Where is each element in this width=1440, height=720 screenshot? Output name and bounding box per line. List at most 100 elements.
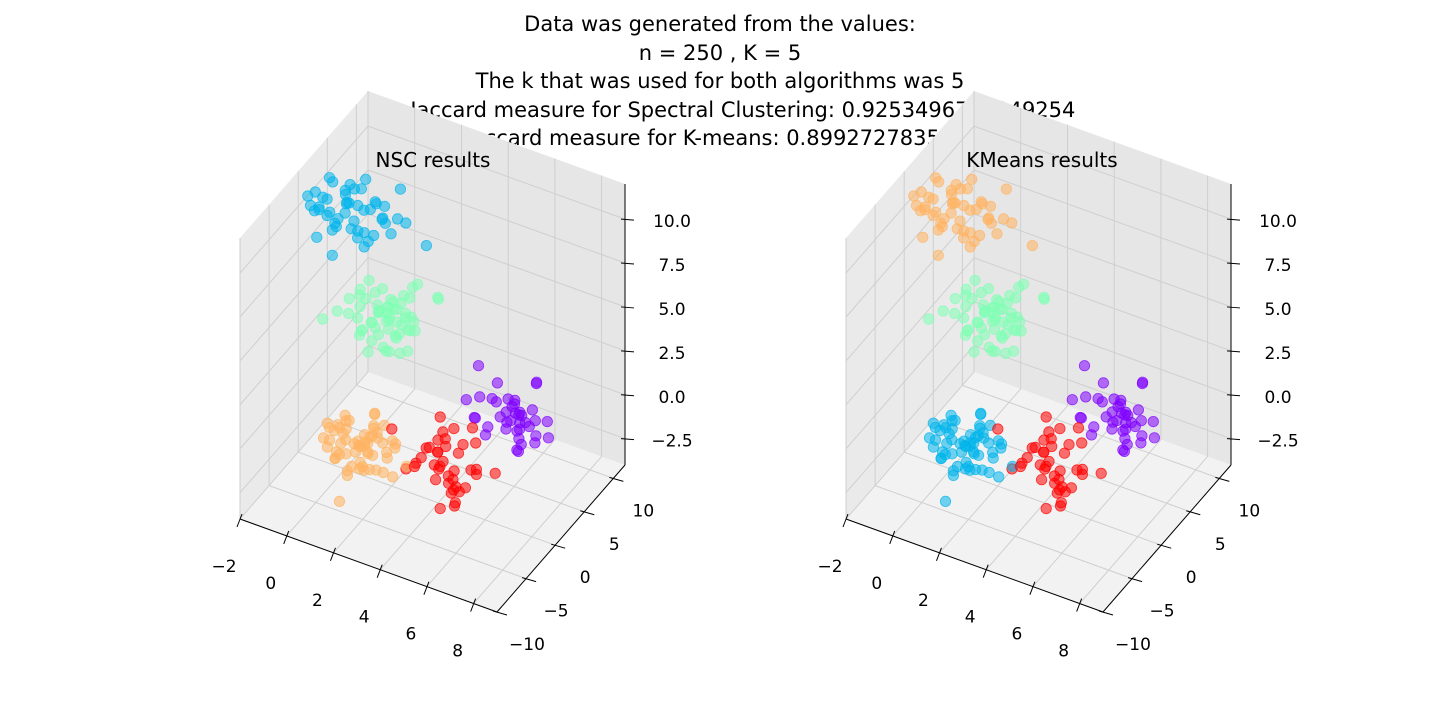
scatter-point (1075, 412, 1087, 424)
scatter-point (530, 377, 543, 390)
scatter-point (362, 235, 374, 247)
scatter-point (946, 415, 958, 427)
scatter-point (1147, 415, 1159, 428)
z-grid-line (239, 169, 626, 318)
scatter-point (321, 209, 333, 222)
scatter-point (964, 436, 977, 449)
scatter-point (957, 232, 970, 244)
scatter-point (1107, 416, 1119, 428)
scatter-point (352, 199, 364, 212)
subplot-title: KMeans results (966, 148, 1117, 172)
scatter-point (1097, 377, 1110, 389)
scatter-point (386, 423, 398, 435)
z-tick-label: 10.0 (1259, 212, 1297, 232)
scatter-point (1014, 316, 1026, 328)
x-tick (236, 513, 243, 528)
scatter-point (951, 460, 964, 473)
scatter-point (326, 249, 338, 261)
y-tick (1098, 610, 1114, 616)
scatter-point (509, 394, 521, 406)
x-tick-label: 4 (965, 608, 976, 628)
x-grid-line (845, 91, 975, 520)
scatter-point (511, 425, 523, 437)
scatter-point (929, 172, 942, 184)
y-tick (521, 577, 537, 583)
scatter-point (1026, 442, 1038, 454)
scatter-point (1040, 411, 1052, 423)
z-tick (620, 438, 635, 441)
scatter-point (360, 173, 372, 185)
scatter-point (1092, 392, 1104, 405)
scatter-point (1088, 421, 1100, 433)
scatter-point (434, 460, 446, 472)
scatter-point (992, 423, 1004, 435)
y-grid-line (268, 204, 527, 580)
z-tick-label: −2.5 (1257, 432, 1298, 452)
scatter-point (317, 191, 329, 203)
scatter-point (1014, 460, 1027, 473)
y-grid-line (874, 204, 1133, 580)
y-tick-label: 0 (580, 568, 591, 588)
z-grid-line (845, 257, 1232, 406)
scatter-point (372, 328, 384, 341)
scatter-point (939, 495, 952, 507)
x-tick-label: 8 (452, 642, 463, 662)
scatter-point (460, 394, 472, 406)
scatter-point (1066, 394, 1078, 406)
x-grid-line (1079, 175, 1209, 604)
scatter-point (995, 438, 1008, 450)
z-tick (1226, 262, 1241, 265)
y-tick-label: 5 (609, 535, 620, 555)
scatter-point (932, 249, 944, 261)
z-grid-line (845, 345, 1232, 494)
scatter-point (354, 300, 366, 313)
scatter-point (984, 200, 997, 212)
scatter-point (449, 497, 461, 509)
scatter-point (340, 448, 352, 460)
scatter-point (1002, 318, 1014, 331)
scatter-point (399, 307, 412, 319)
scatter-point (1036, 474, 1048, 486)
z-tick (1226, 350, 1241, 353)
scatter-point (1148, 432, 1161, 444)
z-tick-label: 5.0 (1264, 300, 1291, 320)
scatter-point (1046, 440, 1058, 453)
z-tick-label: 0.0 (1264, 388, 1291, 408)
y-tick (609, 476, 624, 482)
y-tick (580, 510, 595, 516)
scatter-point (1055, 497, 1067, 509)
x-tick (283, 530, 290, 545)
scatter-point (1136, 430, 1148, 442)
z-tick-label: 7.5 (1264, 256, 1291, 276)
scatter-point (466, 422, 479, 434)
x-grid-line (939, 124, 1068, 554)
suptitle-line: n = 250 , K = 5 (638, 40, 802, 65)
scatter-point (396, 318, 408, 331)
scatter-point (937, 305, 949, 317)
z-tick (620, 350, 635, 353)
y-tick (1127, 577, 1143, 583)
scatter-point (1071, 464, 1083, 476)
z-tick (620, 394, 635, 397)
z-tick (1226, 218, 1241, 221)
z-tick (620, 218, 635, 221)
x-tick-label: −2 (211, 557, 236, 577)
scatter-point (1038, 291, 1050, 303)
z-tick (1226, 394, 1241, 397)
scatter-point (328, 424, 340, 437)
scatter-point (349, 446, 362, 458)
scatter-point (364, 203, 376, 215)
scatter-point (985, 217, 997, 229)
scatter-point (351, 312, 364, 324)
z-tick-label: 2.5 (1264, 344, 1291, 364)
z-tick (620, 306, 635, 309)
z-tick-label: −2.5 (651, 432, 692, 452)
scatter-point (351, 232, 364, 244)
scatter-point (1005, 307, 1018, 319)
scatter-point (432, 291, 444, 303)
y-grid-line (355, 104, 614, 479)
scatter-point (491, 377, 503, 389)
scatter-point (465, 464, 477, 476)
scatter-point (530, 430, 542, 442)
z-grid-line (239, 345, 626, 494)
